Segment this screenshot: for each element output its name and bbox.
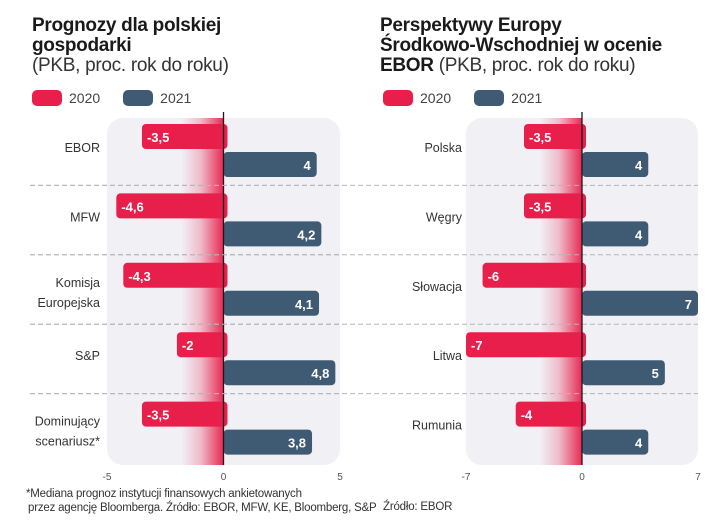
legend-label-2021: 2021 <box>160 90 192 106</box>
right-title-line2: Środkowo-Wschodniej w ocenie <box>380 35 662 56</box>
left-data-label-2020: -3,5 <box>147 130 169 145</box>
left-legend: 2020 2021 <box>32 90 214 106</box>
left-x-tick-label: -5 <box>103 472 112 483</box>
right-data-label-2021: 4 <box>635 436 643 451</box>
left-bar-2021 <box>223 221 322 247</box>
legend-item-2020: 2020 <box>383 90 451 106</box>
left-bar-2021 <box>223 429 313 455</box>
left-category-label-line: EBOR <box>65 141 100 155</box>
left-data-label-2021: 4,2 <box>297 227 315 242</box>
left-bar-2021 <box>223 360 336 386</box>
left-data-label-2021: 3,8 <box>288 436 306 451</box>
left-chart-title: Prognozy dla polskiej gospodarki (PKB, p… <box>32 16 229 76</box>
right-category-label-line: Rumunia <box>412 419 462 433</box>
right-category-label: Litwa <box>433 349 462 363</box>
right-bar-2021 <box>582 429 649 455</box>
left-subtitle: (PKB, proc. rok do roku) <box>32 55 229 76</box>
right-title-line1: Perspektywy Europy <box>380 15 562 36</box>
left-data-label-2020: -4,6 <box>121 199 143 214</box>
left-data-label-2020: -3,5 <box>147 408 169 423</box>
left-footnote-line2: przez agencję Bloomberga. Źródło: EBOR, … <box>28 502 377 514</box>
left-footnote-line1: *Mediana prognoz instytucji finansowych … <box>26 488 302 500</box>
right-legend: 2020 2021 <box>383 90 565 106</box>
left-bar-2020 <box>116 193 228 219</box>
legend-item-2021: 2021 <box>123 90 191 106</box>
right-chart: Polska -3,5 4 Węgry -3,5 4 Słowacja -6 7 Litwa -7 5… <box>30 112 701 483</box>
right-chart-title: Perspektywy Europy Środkowo-Wschodniej w… <box>380 16 662 76</box>
left-category-label: MFW <box>70 210 100 224</box>
right-x-tick-label: 7 <box>695 472 701 483</box>
left-data-label-2021: 4,1 <box>295 297 313 312</box>
right-bar-2021 <box>582 360 665 386</box>
right-category-label: Polska <box>424 141 462 155</box>
right-footnote-line1: Źródło: EBOR <box>383 501 453 513</box>
right-data-label-2020: -3,5 <box>529 199 551 214</box>
right-data-label-2021: 7 <box>685 297 692 312</box>
legend-item-2020: 2020 <box>32 90 100 106</box>
left-category-label: Komisja Europejska <box>37 276 100 310</box>
right-category-label: Rumunia <box>412 419 462 433</box>
right-x-tick-label: 0 <box>579 472 585 483</box>
left-data-label-2020: -2 <box>182 338 194 353</box>
right-category-label-line: Węgry <box>426 210 463 224</box>
right-data-label-2020: -7 <box>471 338 483 353</box>
left-category-label-line: S&P <box>75 349 100 363</box>
left-footnote: *Mediana prognoz instytucji finansowych … <box>26 487 377 515</box>
right-title-bold: EBOR <box>380 55 434 76</box>
left-category-label-line: scenariusz* <box>35 435 100 449</box>
left-bar-2020 <box>123 262 228 288</box>
legend-label-2020: 2020 <box>420 90 452 106</box>
right-bar-2021 <box>582 221 649 247</box>
right-bar-2020 <box>515 401 586 427</box>
right-bar-2021 <box>582 152 649 177</box>
left-x-tick-label: 5 <box>337 472 343 483</box>
right-bar-2020 <box>524 124 586 149</box>
right-category-label-line: Polska <box>424 141 462 155</box>
left-category-label-line: Europejska <box>37 296 100 310</box>
left-category-label-line: Komisja <box>56 276 101 290</box>
right-data-label-2020: -6 <box>488 269 500 284</box>
right-category-label: Słowacja <box>412 280 462 294</box>
left-category-label: Dominujący scenariusz* <box>35 415 101 449</box>
right-category-label-line: Słowacja <box>412 280 462 294</box>
right-bar-2020 <box>524 193 586 219</box>
right-data-label-2021: 4 <box>635 227 643 242</box>
right-data-label-2020: -3,5 <box>529 130 551 145</box>
left-bar-2020 <box>141 401 228 427</box>
right-x-tick-label: -7 <box>462 472 471 483</box>
left-bar-2020 <box>176 332 228 358</box>
right-bar-2021 <box>582 290 698 316</box>
left-category-label: S&P <box>75 349 100 363</box>
right-subtitle: (PKB, proc. rok do roku) <box>438 55 636 76</box>
right-data-label-2021: 5 <box>652 366 659 381</box>
left-bar-2021 <box>223 152 317 177</box>
left-data-label-2020: -4,3 <box>128 269 150 284</box>
left-title-line2: gospodarki <box>32 35 132 56</box>
legend-swatch-2021 <box>123 90 154 106</box>
legend-swatch-2020 <box>383 90 413 106</box>
right-category-label: Węgry <box>426 210 463 224</box>
left-title-line1: Prognozy dla polskiej <box>32 15 222 36</box>
legend-swatch-2021 <box>474 90 505 106</box>
left-data-label-2021: 4,8 <box>311 366 329 381</box>
left-data-label-2021: 4 <box>303 158 311 173</box>
left-category-label-line: Dominujący <box>35 415 101 429</box>
left-category-label-line: MFW <box>70 210 100 224</box>
legend-label-2020: 2020 <box>69 90 101 106</box>
right-category-label-line: Litwa <box>433 349 462 363</box>
right-data-label-2020: -4 <box>521 408 533 423</box>
left-bar-2020 <box>141 124 228 149</box>
left-bar-2021 <box>223 290 320 316</box>
right-bar-2020 <box>482 262 586 288</box>
right-footnote: Źródło: EBOR <box>383 500 452 514</box>
right-bar-2020 <box>466 332 586 358</box>
left-category-label: EBOR <box>65 141 100 155</box>
right-data-label-2021: 4 <box>635 158 643 173</box>
legend-swatch-2020 <box>32 90 62 106</box>
left-x-tick-label: 0 <box>221 472 227 483</box>
legend-label-2021: 2021 <box>511 90 543 106</box>
left-chart: EBOR -3,5 4 MFW -4,6 4,2 Komisja Europejska -4,3… <box>30 112 343 483</box>
legend-item-2021: 2021 <box>474 90 542 106</box>
